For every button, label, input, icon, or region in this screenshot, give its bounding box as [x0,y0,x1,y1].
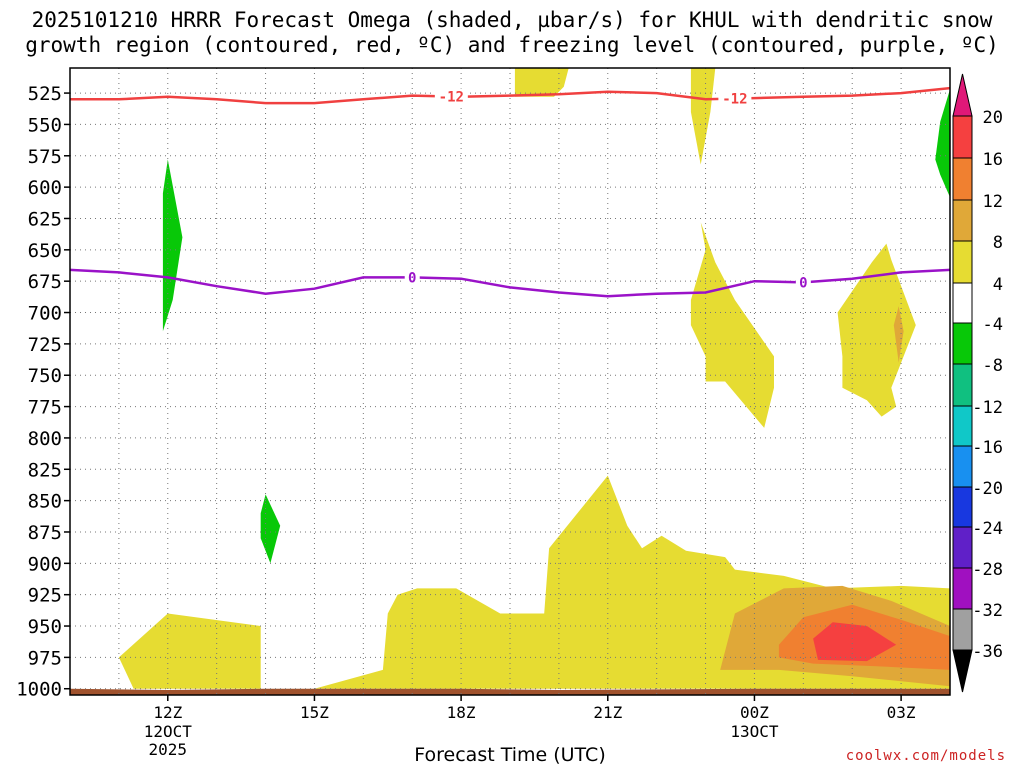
contour-label-dendritic-growth-minus12-0: -12 [439,90,464,106]
x-tick-label-15Z: 15Z [300,703,329,722]
colorbar-top-arrow [952,73,973,117]
contour-label-bg-freezing-level-0-0 [404,269,420,286]
omega-region-terrain [70,688,950,695]
colorbar-label--20: -20 [972,479,1003,499]
x-tick-label-03Z: 03Z [887,703,916,722]
chart-title-line-1: 2025101210 HRRR Forecast Omega (shaded, … [31,8,993,32]
colorbar-label-8: 8 [993,233,1003,253]
colorbar-band--24--20 [952,486,973,528]
colorbar-label-16: 16 [983,150,1003,170]
colorbar-label--36: -36 [972,642,1003,662]
contour-lines: -12 -12 0 0 [70,86,950,298]
colorbar-band--28--24 [952,526,973,569]
y-tick-label-1000: 1000 [16,679,62,701]
grid-lines [69,68,951,695]
omega-region-green-12z [162,159,183,332]
y-tick-label-700: 700 [28,303,62,325]
contour-label-bg-dendritic-growth-minus12-0 [434,88,468,105]
y-tick-label-775: 775 [28,397,62,419]
y-tick-label-825: 825 [28,459,62,481]
omega-region-yellow-mid-2 [837,243,916,417]
contour-label-dendritic-growth-minus12-1: -12 [722,92,747,108]
omega-region-orange-mid-2 [893,306,904,363]
y-tick-label-600: 600 [28,177,62,199]
colorbar-band--8--4 [952,322,973,365]
credit-link[interactable]: coolwx.com/models [845,748,1006,764]
y-tick-label-950: 950 [28,616,62,638]
colorbar-band--16--12 [952,405,973,447]
colorbar-label-20: 20 [983,108,1003,128]
y-tick-label-550: 550 [28,114,62,136]
x-axis-label: Forecast Time (UTC) [414,744,606,766]
omega-region-yellow-top-2 [690,68,716,165]
colorbar-band--32--28 [952,567,973,610]
colorbar-band-16-20 [952,115,973,159]
colorbar-label--12: -12 [972,398,1003,418]
colorbar-band-12-16 [952,157,973,201]
colorbar-band--4-4 [952,282,973,324]
x-tick-sublabel-00Z-0: 13OCT [730,722,779,741]
contour-label-bg-freezing-level-0-1 [795,274,811,291]
colorbar-label--16: -16 [972,438,1003,458]
y-axis: 525 550 575 600 625 650 675 700 725 750 775 800 825 8… [16,83,70,701]
contour-label-freezing-level-0-1: 0 [799,275,807,291]
colorbar-label--28: -28 [972,560,1003,580]
contour-label-freezing-level-0-0: 0 [408,270,416,286]
x-tick-label-00Z: 00Z [740,703,769,722]
omega-regions [70,68,950,695]
colorbar-band-4-8 [952,240,973,284]
colorbar-bottom-arrow [952,649,973,693]
y-tick-label-900: 900 [28,553,62,575]
x-tick-label-12Z: 12Z [153,703,182,722]
colorbar-label--4: -4 [983,315,1003,335]
y-tick-label-650: 650 [28,240,62,262]
contour-label-bg-dendritic-growth-minus12-1 [718,90,752,107]
y-tick-label-625: 625 [28,208,62,230]
y-tick-label-925: 925 [28,585,62,607]
y-tick-label-525: 525 [28,83,62,105]
colorbar-band-8-12 [952,199,973,242]
y-tick-label-975: 975 [28,647,62,669]
chart-title-line-2: growth region (contoured, red, ºC) and f… [25,33,999,57]
colorbar-band--12--8 [952,363,973,407]
omega-region-yellow-top-1 [514,68,569,97]
colorbar-label--32: -32 [972,601,1003,621]
colorbar-band--36--32 [952,608,973,651]
colorbar: 20 16 12 8 4 -4 -8 -12 -16 -20 -24 -28 -32 -36 [952,73,1003,693]
y-tick-label-875: 875 [28,522,62,544]
omega-region-yellow-mid-1 [690,222,774,428]
colorbar-band--20--16 [952,445,973,488]
contour-dendritic-growth-minus12 [70,86,950,105]
y-tick-label-750: 750 [28,365,62,387]
x-tick-sublabel-12Z-0: 12OCT [144,722,193,741]
omega-region-green-14z [260,494,281,564]
y-tick-label-850: 850 [28,491,62,513]
y-tick-label-675: 675 [28,271,62,293]
y-tick-label-725: 725 [28,334,62,356]
x-tick-sublabel-12Z-1: 2025 [149,740,188,759]
colorbar-label--24: -24 [972,519,1003,539]
omega-region-green-right [935,89,950,198]
omega-region-red-low [813,622,897,662]
y-tick-label-800: 800 [28,428,62,450]
colorbar-label-4: 4 [993,275,1003,295]
y-tick-label-575: 575 [28,146,62,168]
plot-frame [69,67,951,696]
colorbar-label--8: -8 [983,356,1003,376]
x-tick-label-18Z: 18Z [447,703,476,722]
colorbar-label-12: 12 [983,192,1003,212]
x-tick-label-21Z: 21Z [593,703,622,722]
